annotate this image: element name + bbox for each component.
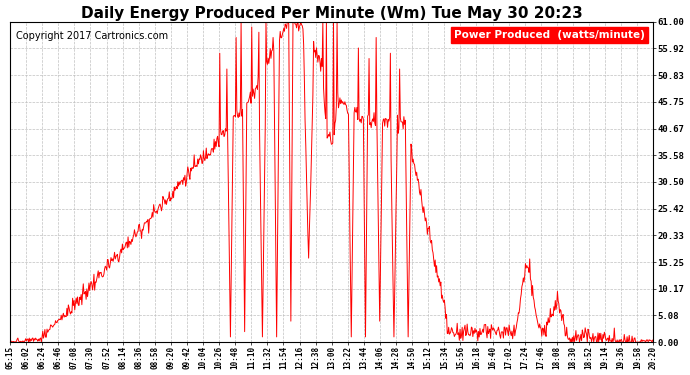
Title: Daily Energy Produced Per Minute (Wm) Tue May 30 20:23: Daily Energy Produced Per Minute (Wm) Tu… (81, 6, 582, 21)
Legend: Power Produced  (watts/minute): Power Produced (watts/minute) (451, 27, 648, 43)
Text: Copyright 2017 Cartronics.com: Copyright 2017 Cartronics.com (17, 32, 168, 41)
